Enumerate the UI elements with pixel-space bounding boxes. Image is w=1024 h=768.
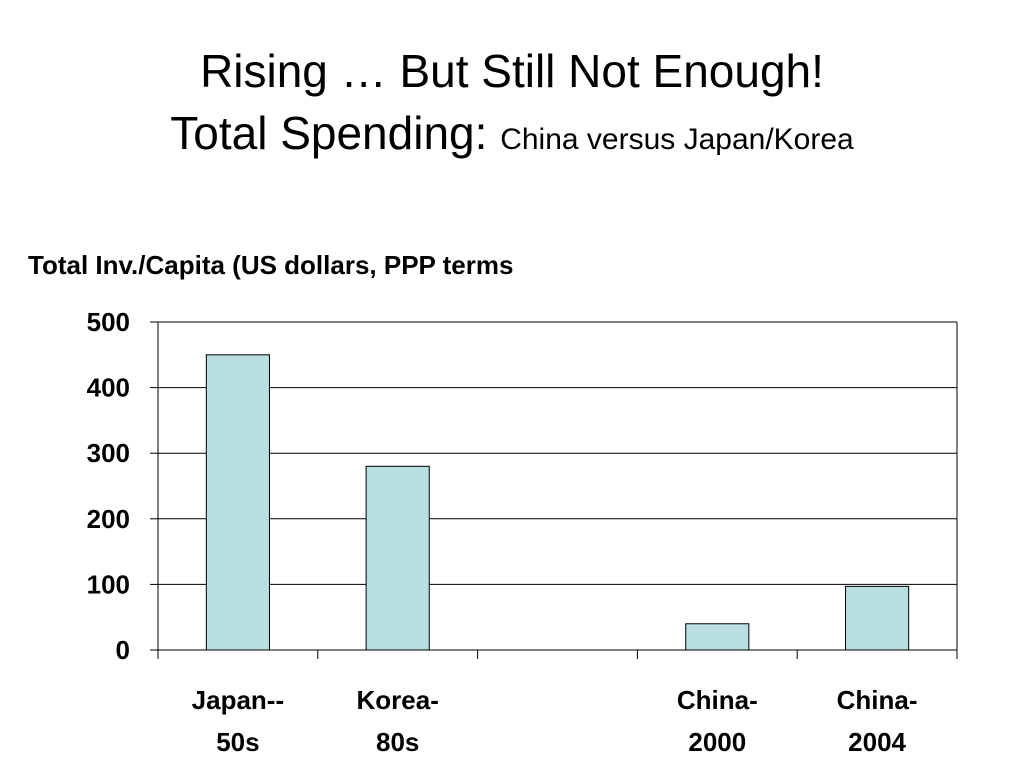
slide-title: Rising … But Still Not Enough!	[200, 45, 824, 97]
x-category-label: China-	[837, 685, 918, 715]
bar	[205, 354, 270, 651]
subtitle-detail: China versus Japan/Korea	[500, 123, 854, 156]
y-tick-label: 0	[116, 635, 130, 665]
x-category-label: 80s	[376, 727, 419, 757]
x-category-label: Korea-	[357, 685, 439, 715]
x-category-label: 2004	[848, 727, 906, 757]
bar	[365, 465, 430, 651]
x-category-label: Japan--	[192, 685, 284, 715]
bar	[685, 623, 750, 651]
chart-title: Total Inv./Capita (US dollars, PPP terms	[28, 250, 514, 280]
y-tick-label: 200	[87, 504, 130, 534]
y-tick-label: 300	[87, 438, 130, 468]
y-tick-label: 100	[87, 569, 130, 599]
x-category-label: 2000	[688, 727, 746, 757]
y-tick-label: 500	[87, 307, 130, 337]
slide-subtitle: Total Spending: China versus Japan/Korea	[0, 102, 1024, 171]
slide-title-block: Rising … But Still Not Enough! Total Spe…	[0, 40, 1024, 171]
bar	[845, 585, 910, 651]
x-category-label: China-	[677, 685, 758, 715]
y-tick-label: 400	[87, 373, 130, 403]
subtitle-main: Total Spending:	[170, 107, 488, 159]
x-category-label: 50s	[216, 727, 259, 757]
